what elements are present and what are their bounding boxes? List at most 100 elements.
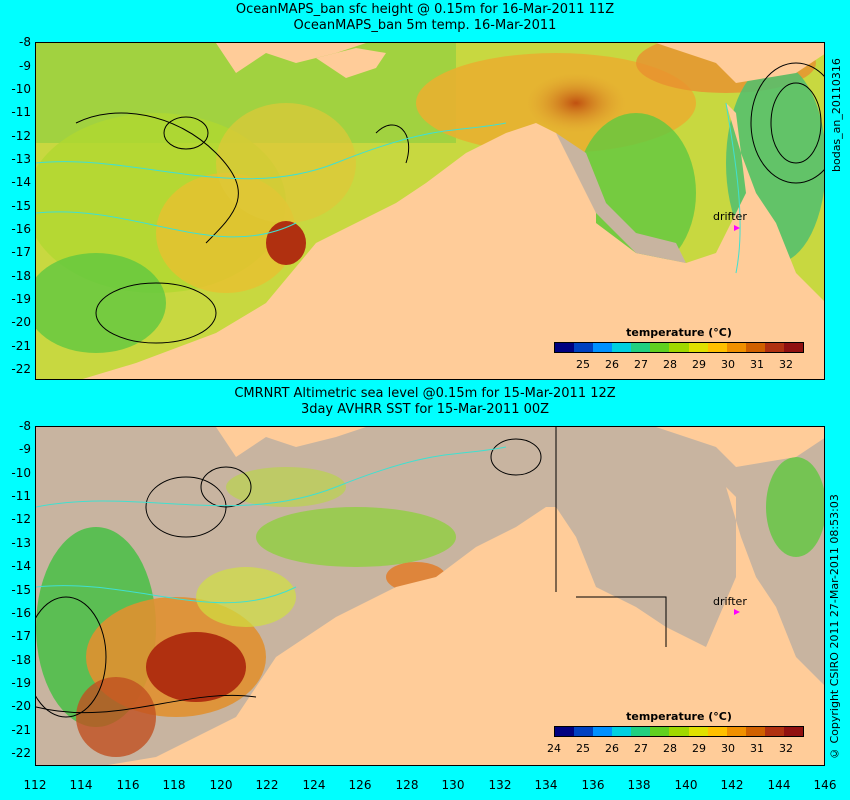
lon-label: 142 — [720, 778, 744, 792]
bottom-panel-title: CMRNRT Altimetric sea level @0.15m for 1… — [234, 386, 616, 401]
lat-label: -10 — [11, 82, 31, 96]
bottom-colorbar-tick: 30 — [721, 742, 735, 755]
lon-label: 128 — [395, 778, 419, 792]
lat-label: -10 — [11, 466, 31, 480]
bottom-drifter-marker-icon — [734, 609, 740, 615]
lat-label: -12 — [11, 129, 31, 143]
bottom-colorbar-tick: 28 — [663, 742, 677, 755]
bottom-colorbar-tick: 32 — [779, 742, 793, 755]
sst-cool-patch — [766, 457, 824, 557]
sea-level-contour — [200, 466, 252, 508]
lat-label: -16 — [11, 222, 31, 236]
australia-landmass — [82, 123, 596, 379]
top-colorbar-tick: 28 — [663, 358, 677, 371]
top-drifter-marker-icon — [734, 225, 740, 231]
lat-label: -14 — [11, 175, 31, 189]
lat-label: -21 — [11, 339, 31, 353]
lon-label: 130 — [441, 778, 465, 792]
sst-hot-patch — [526, 73, 626, 133]
lon-label: 124 — [302, 778, 326, 792]
sst-patch — [196, 567, 296, 627]
sea-level-contour — [770, 82, 822, 164]
lat-label: -16 — [11, 606, 31, 620]
sea-level-contour — [750, 62, 824, 184]
sst-cool-patch — [36, 253, 166, 353]
sea-level-contour — [75, 112, 239, 244]
sst-hot-spot — [266, 221, 306, 265]
bathymetry-contour — [36, 122, 507, 180]
longitude-labels: 112 114 116 118 120 122 124 126 128 130 … — [0, 778, 850, 794]
bottom-colorbar-tick: 24 — [547, 742, 561, 755]
cape-york-landmass — [596, 487, 824, 765]
lat-label: -19 — [11, 676, 31, 690]
island — [316, 48, 386, 78]
cape-york-landmass — [581, 103, 824, 379]
lon-label: 112 — [23, 778, 47, 792]
new-guinea-landmass — [656, 427, 824, 467]
top-side-label: bodas_an_20110316 — [830, 58, 843, 172]
lat-label: -13 — [11, 536, 31, 550]
top-colorbar-tick: 29 — [692, 358, 706, 371]
lat-label: -8 — [19, 35, 31, 49]
lat-label: -8 — [19, 419, 31, 433]
top-panel-subtitle: OceanMAPS_ban 5m temp. 16-Mar-2011 — [293, 18, 557, 33]
bottom-colorbar: temperature (°C) 24 25 26 27 28 29 30 31… — [547, 710, 804, 760]
lon-label: 136 — [581, 778, 605, 792]
lon-label: 118 — [162, 778, 186, 792]
lat-label: -18 — [11, 269, 31, 283]
lat-label: -13 — [11, 152, 31, 166]
top-latitude-labels: -8 -9 -10 -11 -12 -13 -14 -15 -16 -17 -1… — [0, 36, 33, 380]
timor-island — [216, 43, 366, 73]
sst-hot-patch — [76, 677, 156, 757]
top-colorbar-title: temperature (°C) — [626, 326, 732, 339]
bottom-colorbar-tick: 26 — [605, 742, 619, 755]
nodata-strip — [556, 133, 686, 263]
lon-label: 120 — [209, 778, 233, 792]
bathymetry-contour — [36, 585, 297, 604]
bottom-colorbar-bar — [554, 726, 804, 737]
lat-label: -9 — [19, 59, 31, 73]
lat-label: -18 — [11, 653, 31, 667]
bottom-map-svg — [36, 427, 824, 765]
bathymetry-contour — [36, 211, 297, 238]
lat-label: -20 — [11, 315, 31, 329]
lon-label: 144 — [767, 778, 791, 792]
top-colorbar-tick: 25 — [576, 358, 590, 371]
top-colorbar-bar — [554, 342, 804, 353]
lon-label: 122 — [255, 778, 279, 792]
lat-label: -12 — [11, 512, 31, 526]
sea-level-contour — [36, 596, 107, 718]
lat-label: -11 — [11, 489, 31, 503]
lon-label: 132 — [488, 778, 512, 792]
lat-label: -9 — [19, 442, 31, 456]
lat-label: -14 — [11, 559, 31, 573]
top-map-svg — [36, 43, 824, 379]
new-guinea-landmass — [656, 43, 824, 83]
lon-label: 146 — [813, 778, 837, 792]
top-colorbar-tick: 31 — [750, 358, 764, 371]
bottom-colorbar-title: temperature (°C) — [626, 710, 732, 723]
top-drifter-label: drifter — [713, 210, 747, 223]
bottom-latitude-labels: -8 -9 -10 -11 -12 -13 -14 -15 -16 -17 -1… — [0, 420, 33, 766]
lat-label: -17 — [11, 629, 31, 643]
lat-label: -22 — [11, 362, 31, 376]
sst-patch — [226, 467, 346, 507]
top-colorbar-tick: 27 — [634, 358, 648, 371]
bathymetry-contour — [36, 446, 507, 508]
lon-label: 116 — [116, 778, 140, 792]
bottom-side-label: © Copyright CSIRO 2011 27-Mar-2011 08:53… — [828, 494, 841, 760]
lat-label: -15 — [11, 199, 31, 213]
bottom-drifter-label: drifter — [713, 595, 747, 608]
lat-label: -22 — [11, 746, 31, 760]
top-colorbar-tick: 26 — [605, 358, 619, 371]
lat-label: -11 — [11, 105, 31, 119]
sst-hot-patch — [146, 632, 246, 702]
sea-level-contour — [95, 282, 217, 344]
bottom-colorbar-tick: 29 — [692, 742, 706, 755]
top-panel-title: OceanMAPS_ban sfc height @ 0.15m for 16-… — [235, 2, 615, 17]
lon-label: 114 — [69, 778, 93, 792]
lon-label: 134 — [534, 778, 558, 792]
lon-label: 138 — [627, 778, 651, 792]
bottom-colorbar-tick: 25 — [576, 742, 590, 755]
bottom-colorbar-tick: 27 — [634, 742, 648, 755]
